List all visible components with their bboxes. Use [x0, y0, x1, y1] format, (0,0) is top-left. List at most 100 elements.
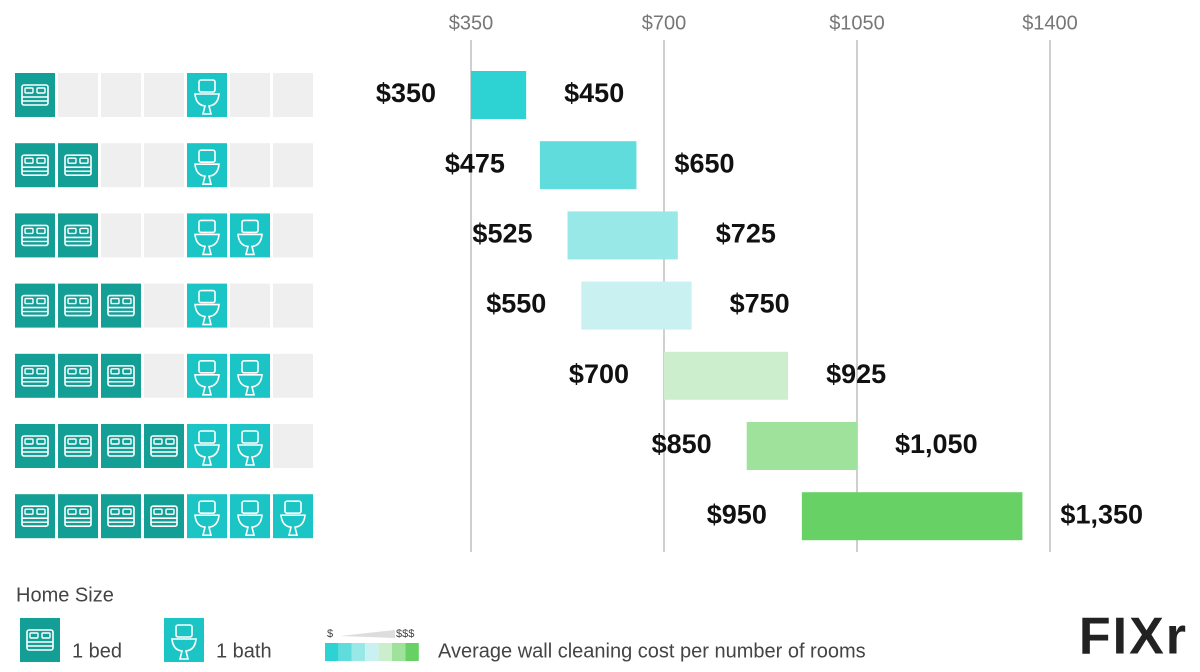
range-bar [664, 351, 789, 400]
bath-icon [230, 424, 270, 468]
swatches [325, 643, 419, 661]
cell [15, 213, 55, 258]
bed-icon [15, 494, 55, 539]
empty-cell [144, 283, 184, 328]
cell [144, 283, 184, 328]
bed-icon [144, 424, 184, 468]
bed-icon [101, 424, 141, 468]
low-label: $350 [376, 78, 436, 108]
x-tick-label: $700 [642, 12, 687, 34]
cell [230, 73, 270, 117]
swatch [378, 643, 392, 661]
logo: FIXr [1079, 608, 1188, 666]
swatch [392, 643, 406, 661]
empty-cell [101, 73, 141, 117]
low-label: $950 [707, 499, 767, 529]
legend-bed-icon [20, 618, 60, 662]
empty-cell [273, 424, 313, 468]
cell [101, 283, 141, 328]
empty-cell [144, 73, 184, 117]
x-tick-label: $1050 [829, 12, 885, 34]
bed-icon [15, 353, 55, 398]
bath-icon [230, 353, 270, 398]
bed-icon [144, 494, 184, 539]
cell [101, 143, 141, 188]
cell [230, 143, 270, 188]
bed-icon [58, 494, 98, 539]
cell [144, 213, 184, 258]
bed-icon [101, 353, 141, 398]
cell [58, 494, 98, 539]
high-label: $1,050 [895, 429, 978, 459]
cell [15, 283, 55, 328]
range-bar [539, 141, 637, 190]
legend-caption: Average wall cleaning cost per number of… [438, 640, 866, 662]
high-label: $725 [716, 219, 776, 249]
cell [58, 353, 98, 398]
cell [273, 73, 313, 117]
high-label: $750 [730, 289, 790, 319]
high-label: $925 [826, 359, 886, 389]
bed-icon [15, 213, 55, 258]
cell [101, 73, 141, 117]
swatch [325, 643, 339, 661]
empty-cell [144, 213, 184, 258]
empty-cell [144, 353, 184, 398]
swatch [351, 643, 366, 661]
cell [230, 283, 270, 328]
cell [58, 213, 98, 258]
cell [144, 494, 184, 539]
bed-icon [58, 283, 98, 328]
bath-icon [230, 213, 270, 258]
swatch [405, 643, 419, 661]
cell [273, 353, 313, 398]
cell [144, 143, 184, 188]
bath-icon [230, 494, 270, 539]
x-tick-label: $350 [449, 12, 494, 34]
cell [273, 213, 313, 258]
legend-title: Home Size [16, 584, 114, 606]
bed-icon [101, 494, 141, 539]
range-bar [801, 492, 1023, 541]
bed-icon [15, 424, 55, 468]
swatch [338, 643, 352, 661]
cell [15, 494, 55, 539]
bath-icon [187, 283, 227, 328]
empty-cell [273, 73, 313, 117]
x-tick-label: $1400 [1022, 12, 1078, 34]
high-label: $650 [674, 148, 734, 178]
cell [273, 143, 313, 188]
cell [101, 353, 141, 398]
cell [144, 73, 184, 117]
bed-icon [58, 143, 98, 188]
rows: $350 $700 $1050 $1400 $350 $450 $475 $650 $525 $7… [15, 12, 1143, 552]
scale-high: $$$ [396, 628, 414, 640]
cell [273, 424, 313, 468]
high-label: $1,350 [1060, 499, 1143, 529]
low-label: $700 [569, 359, 629, 389]
swatch [365, 643, 379, 661]
bath-icon [187, 494, 227, 539]
bed-icon [101, 283, 141, 328]
cell [15, 353, 55, 398]
empty-cell [273, 213, 313, 258]
bed-icon [58, 424, 98, 468]
cell [58, 73, 98, 117]
scale-low: $ [327, 628, 333, 640]
scale-wedge [340, 630, 395, 638]
bath-icon [187, 353, 227, 398]
high-label: $450 [564, 78, 624, 108]
empty-cell [273, 283, 313, 328]
cell [58, 143, 98, 188]
legend-bed: 1 bed [72, 640, 122, 662]
empty-cell [230, 283, 270, 328]
bed-icon [15, 143, 55, 188]
empty-cell [230, 143, 270, 188]
empty-cell [144, 143, 184, 188]
bed-icon [15, 73, 55, 117]
low-label: $525 [472, 219, 532, 249]
empty-cell [273, 143, 313, 188]
cell [15, 424, 55, 468]
range-bar [471, 71, 527, 119]
